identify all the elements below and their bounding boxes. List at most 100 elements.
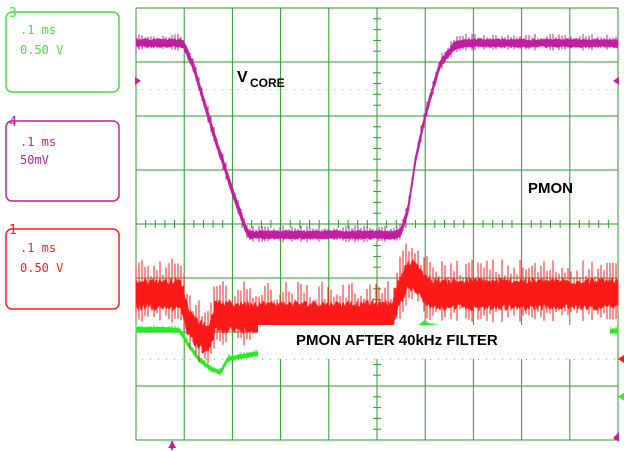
grid-dot — [310, 89, 311, 90]
grid-dot — [390, 359, 391, 360]
grid-dot — [142, 89, 143, 90]
grid-dot — [374, 89, 375, 90]
grid-dot — [446, 359, 447, 360]
grid-dot — [486, 89, 487, 90]
channel-1-info: 1 .1 ms 0.50 V — [5, 223, 120, 310]
grid-dot — [590, 359, 591, 360]
grid-dot — [278, 89, 279, 90]
channel-4-info: 4 .1 ms 50mV — [5, 115, 120, 202]
channel-1-box — [5, 228, 120, 310]
filter-label-background — [258, 325, 610, 359]
grid-dot — [310, 359, 311, 360]
grid-dot — [342, 89, 343, 90]
grid-dot — [182, 359, 183, 360]
grid-dot — [182, 89, 183, 90]
channel-4-box — [5, 120, 120, 202]
grid-dot — [382, 359, 383, 360]
grid-dot — [454, 89, 455, 90]
grid-dot — [190, 89, 191, 90]
grid-dot — [606, 89, 607, 90]
grid-dot — [166, 89, 167, 90]
grid-dot — [286, 89, 287, 90]
grid-dot — [550, 89, 551, 90]
grid-dot — [206, 89, 207, 90]
grid-dot — [246, 359, 247, 360]
grid-dot — [158, 359, 159, 360]
grid-dot — [406, 89, 407, 90]
grid-dot — [366, 359, 367, 360]
grid-dot — [438, 359, 439, 360]
grid-dot — [342, 359, 343, 360]
grid-dot — [214, 89, 215, 90]
grid-dot — [502, 89, 503, 90]
trace-v-core — [135, 37, 619, 240]
grid-dot — [406, 359, 407, 360]
grid-dot — [294, 359, 295, 360]
grid-dot — [166, 359, 167, 360]
grid-dot — [294, 89, 295, 90]
pmon-filtered-label: PMON AFTER 40kHz FILTER — [296, 332, 498, 349]
grid-dot — [470, 359, 471, 360]
grid-dot — [150, 359, 151, 360]
channel-4-level-marker-right — [613, 76, 619, 85]
grid-dot — [398, 359, 399, 360]
grid-dot — [174, 359, 175, 360]
grid-dot — [574, 89, 575, 90]
grid-dot — [438, 89, 439, 90]
pmon-label: PMON — [528, 180, 573, 197]
grid-dot — [246, 89, 247, 90]
channel-4-number: 4 — [9, 115, 17, 130]
channel-level-markers — [135, 76, 624, 450]
channel-3-volt-scale: 0.50 V — [20, 43, 63, 57]
grid-dot — [534, 359, 535, 360]
grid-dot — [158, 89, 159, 90]
channel-1-level-marker — [618, 355, 624, 363]
grid-dot — [582, 359, 583, 360]
vcore-label-subscript: CORE — [250, 76, 285, 90]
grid-dot — [478, 89, 479, 90]
grid-dot — [478, 359, 479, 360]
grid-dot — [518, 89, 519, 90]
grid-dot — [494, 359, 495, 360]
channel-4-time-scale: .1 ms — [20, 135, 56, 149]
grid-dot — [262, 89, 263, 90]
channel-3-level-marker — [618, 392, 624, 401]
grid-dot — [326, 89, 327, 90]
grid-dot — [326, 359, 327, 360]
grid-dot — [374, 359, 375, 360]
grid-dot — [390, 89, 391, 90]
grid-dot — [230, 89, 231, 90]
grid-dot — [270, 359, 271, 360]
grid-dot — [574, 359, 575, 360]
grid-dot — [454, 359, 455, 360]
grid-dot — [334, 359, 335, 360]
graticule-grid — [135, 7, 619, 441]
grid-dot — [598, 89, 599, 90]
grid-dot — [462, 89, 463, 90]
grid-dot — [358, 359, 359, 360]
grid-dot — [534, 89, 535, 90]
grid-dot — [142, 359, 143, 360]
grid-dot — [174, 89, 175, 90]
grid-dot — [494, 89, 495, 90]
grid-dot — [614, 89, 615, 90]
grid-dot — [414, 359, 415, 360]
grid-dot — [382, 89, 383, 90]
grid-dot — [590, 89, 591, 90]
grid-dot — [254, 359, 255, 360]
grid-dot — [222, 89, 223, 90]
grid-dot — [526, 89, 527, 90]
grid-dot — [502, 359, 503, 360]
grid-dot — [566, 359, 567, 360]
channel-1-volt-scale: 0.50 V — [20, 261, 63, 275]
grid-dot — [278, 359, 279, 360]
grid-dot — [302, 359, 303, 360]
grid-dot — [598, 359, 599, 360]
channel-3-time-scale: .1 ms — [20, 23, 56, 37]
grid-dot — [446, 89, 447, 90]
grid-dot — [542, 89, 543, 90]
grid-dot — [150, 89, 151, 90]
channel-1-number: 1 — [9, 223, 17, 238]
grid-dot — [462, 359, 463, 360]
